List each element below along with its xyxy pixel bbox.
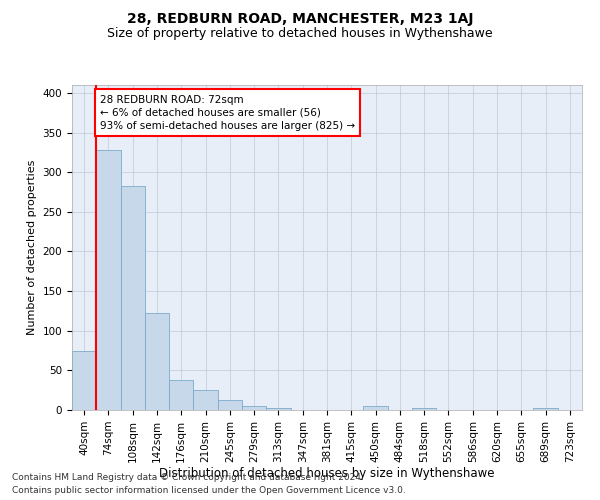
Text: Contains HM Land Registry data © Crown copyright and database right 2024.: Contains HM Land Registry data © Crown c… (12, 474, 364, 482)
Bar (412, 408, 436, 410)
Bar (242, 406, 266, 410)
Bar (145, 312, 169, 410)
Text: 28, REDBURN ROAD, MANCHESTER, M23 1AJ: 28, REDBURN ROAD, MANCHESTER, M23 1AJ (127, 12, 473, 26)
X-axis label: Distribution of detached houses by size in Wythenshawe: Distribution of detached houses by size … (159, 468, 495, 480)
Bar (96, 150, 121, 410)
Text: Contains public sector information licensed under the Open Government Licence v3: Contains public sector information licen… (12, 486, 406, 495)
Bar (364, 406, 388, 410)
Text: 28 REDBURN ROAD: 72sqm
← 6% of detached houses are smaller (56)
93% of semi-deta: 28 REDBURN ROAD: 72sqm ← 6% of detached … (100, 94, 355, 131)
Bar (121, 186, 145, 410)
Bar (533, 408, 558, 410)
Bar (218, 400, 242, 410)
Bar (266, 408, 290, 410)
Y-axis label: Number of detached properties: Number of detached properties (27, 160, 37, 335)
Bar (169, 380, 193, 410)
Text: Size of property relative to detached houses in Wythenshawe: Size of property relative to detached ho… (107, 28, 493, 40)
Bar (72, 350, 96, 410)
Bar (193, 390, 218, 410)
